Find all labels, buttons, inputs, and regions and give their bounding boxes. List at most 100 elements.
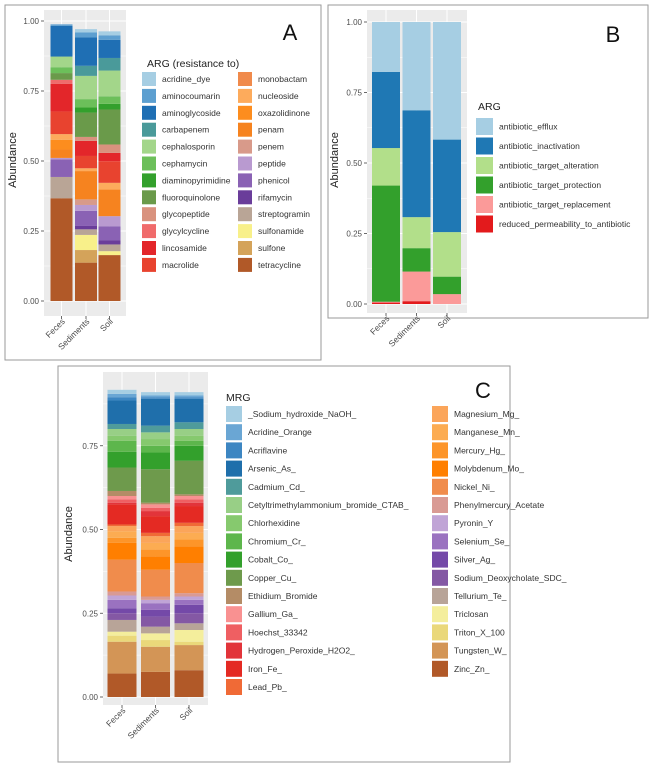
legend-key [238, 105, 252, 120]
bar-segment-feces-antibiotic-target-alteration [372, 148, 400, 186]
bar-segment-sediments-iron-fe [141, 516, 170, 533]
legend-item: Hydrogen_Peroxide_H2O2_ [226, 642, 355, 659]
legend-key [476, 118, 493, 135]
y-tick-label: 0.75 [23, 87, 39, 96]
bar-segment-feces-hoechst-33342 [107, 499, 137, 503]
legend-key [226, 624, 242, 641]
legend-label: lincosamide [162, 243, 207, 253]
y-tick-label: 0.50 [82, 526, 98, 535]
legend-item: Lead_Pb_ [226, 679, 287, 695]
bar-segment-sediments-aminocoumarin [75, 32, 97, 38]
legend-item: macrolide [142, 257, 199, 272]
y-tick-label: 1.00 [346, 18, 362, 27]
bar-segment-soil-acridine-orange [174, 395, 204, 398]
bar-segment-feces-cephalosporin [50, 56, 73, 68]
legend-item: Cobalt_Co_ [226, 551, 293, 568]
bar-segment-soil-antibiotic-target-replacement [433, 294, 461, 304]
y-tick-label: 0.00 [23, 297, 39, 306]
legend-label: sulfone [258, 243, 286, 253]
legend-item: peptide [238, 156, 286, 171]
legend-key [226, 497, 242, 513]
legend-item: Nickel_Ni_ [432, 478, 495, 495]
bar-segment-feces-cetyltrimethylammonium-bromide-ctab [107, 429, 137, 436]
bar-segment-soil-carbapenem [98, 57, 121, 71]
bar-segment-soil-hoechst-33342 [174, 499, 204, 503]
y-tick-label: 0.25 [346, 230, 362, 239]
bar-segment-feces-aminoglycoside [50, 25, 73, 57]
bar-segment-soil-tetracycline [98, 255, 121, 301]
legend-label: Molybdenum_Mo_ [454, 464, 524, 474]
legend-label: rifamycin [258, 192, 292, 202]
legend-item: diaminopyrimidine [142, 173, 231, 188]
bar-segment-sediments-glycopeptide [75, 136, 97, 141]
bar-segment-soil-zinc-zn [174, 670, 204, 697]
bar-segment-sediments-ethidium-bromide [141, 502, 170, 505]
legend-item: _Sodium_hydroxide_NaOH_ [226, 406, 356, 422]
y-tick-label: 1.00 [23, 17, 39, 26]
legend-label: sulfonamide [258, 226, 304, 236]
legend-key [432, 660, 448, 677]
bar-segment-soil-streptogramin [98, 244, 121, 252]
legend-item: cephamycin [142, 156, 208, 171]
panel-letter: A [283, 20, 298, 45]
bar-segment-feces-cadmium-cd [107, 423, 137, 429]
legend-item: Ethidium_Bromide [226, 588, 318, 604]
bar-segment-sediments-diaminopyrimidine [75, 107, 97, 113]
bar-segment-soil-gallium-ga [174, 496, 204, 500]
legend-label: Phenylmercury_Acetate [454, 500, 545, 510]
bar-segment-soil-cephamycin [98, 96, 121, 104]
bar-segment-sediments-selenium-se [141, 603, 170, 610]
legend-label: Silver_Ag_ [454, 555, 495, 565]
legend-item: Mercury_Hg_ [432, 442, 505, 459]
bar-segment-sediments-tellurium-te [141, 626, 170, 634]
legend-label: penem [258, 142, 284, 152]
bar-segment-feces-antibiotic-inactivation [372, 71, 400, 149]
legend-key [238, 190, 252, 205]
legend-item: Manganese_Mn_ [432, 424, 520, 441]
bar-segment-soil-phenylmercury-acetate [174, 593, 204, 597]
bar-segment-feces-chlorhexidine [107, 435, 137, 441]
legend-label: antibiotic_efflux [499, 122, 558, 132]
bar-segment-sediments-cephalosporin [75, 75, 97, 100]
legend-label: Acridine_Orange [248, 427, 312, 437]
legend-label: phenicol [258, 175, 290, 185]
bar-segment-sediments-carbapenem [75, 65, 97, 76]
legend-item: Tellurium_Te_ [432, 588, 507, 604]
bar-segment-sediments-arsenic-as [141, 398, 170, 426]
bar-segment-soil-cetyltrimethylammonium-bromide-ctab [174, 429, 204, 436]
legend-label: macrolide [162, 260, 199, 270]
bar-segment-soil-phenicol [98, 226, 121, 241]
bar-segment-feces-streptogramin [50, 176, 73, 199]
legend-item: Triclosan [432, 606, 488, 623]
legend-item: tetracycline [238, 257, 301, 272]
bar-segment-sediments-antibiotic-target-replacement [402, 271, 431, 302]
bar-segment-sediments-penam [75, 171, 97, 200]
bar-segment-sediments-molybdenum-mo [141, 556, 170, 570]
legend-item: Tungsten_W_ [432, 642, 507, 659]
bar-segment-feces-oxazolidinone [50, 139, 73, 150]
bar-segment-sediments-sodium-deoxycholate-sdc [141, 616, 170, 627]
bar-segment-soil-cephalosporin [98, 70, 121, 97]
legend-label: nucleoside [258, 91, 299, 101]
legend-label: Ethidium_Bromide [248, 591, 318, 601]
legend-key [476, 176, 493, 194]
legend-item: antibiotic_inactivation [476, 137, 580, 155]
legend-key [142, 156, 156, 171]
panel-A: 0.000.250.500.751.00AbundanceFecesSedime… [4, 4, 322, 361]
legend-key [226, 606, 242, 623]
legend-key [226, 533, 242, 550]
y-tick-label: 0.75 [346, 89, 362, 98]
legend-key [238, 241, 252, 255]
y-axis-title: Abundance [7, 132, 19, 188]
legend-label: Triclosan [454, 609, 488, 619]
legend-key [142, 241, 156, 255]
bar-segment-feces-triclosan [107, 631, 137, 636]
legend-label: Arsenic_As_ [248, 464, 296, 474]
y-tick-label: 0.00 [346, 300, 362, 309]
legend-item: Cadmium_Cd_ [226, 478, 305, 495]
bar-segment-sediments-antibiotic-target-alteration [402, 217, 431, 249]
legend-key [238, 156, 252, 171]
legend-key [432, 551, 448, 568]
legend-key [226, 642, 242, 659]
legend-label: oxazolidinone [258, 108, 310, 118]
